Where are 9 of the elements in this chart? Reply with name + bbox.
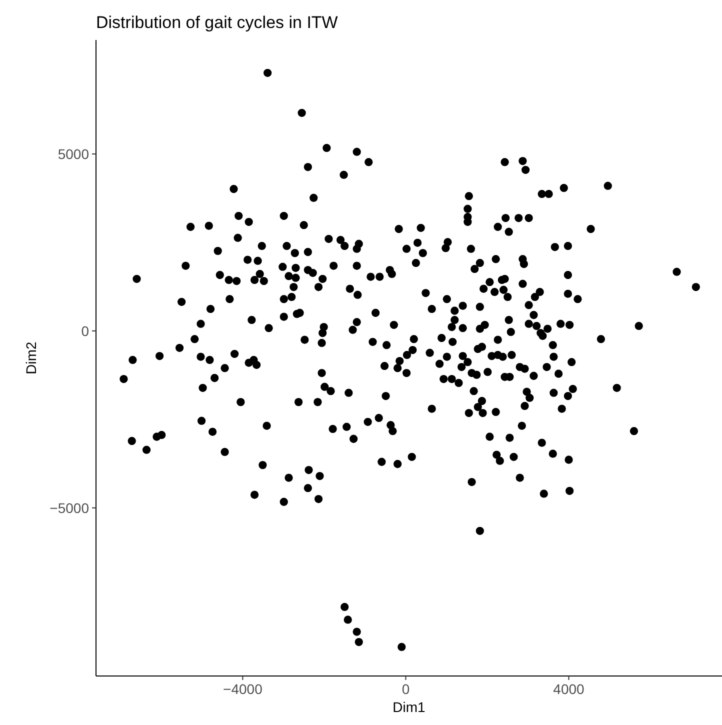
y-axis-title: Dim2 <box>23 341 39 374</box>
x-tick-label: 4000 <box>553 681 585 697</box>
x-tick-label: 0 <box>402 681 410 697</box>
y-tick-label: −5000 <box>50 500 90 516</box>
chart-title: Distribution of gait cycles in ITW <box>96 13 338 32</box>
x-tick-label: −4000 <box>223 681 263 697</box>
y-tick-label: 5000 <box>58 146 90 162</box>
x-axis-title: Dim1 <box>392 699 426 715</box>
y-tick-label: 0 <box>81 322 90 339</box>
